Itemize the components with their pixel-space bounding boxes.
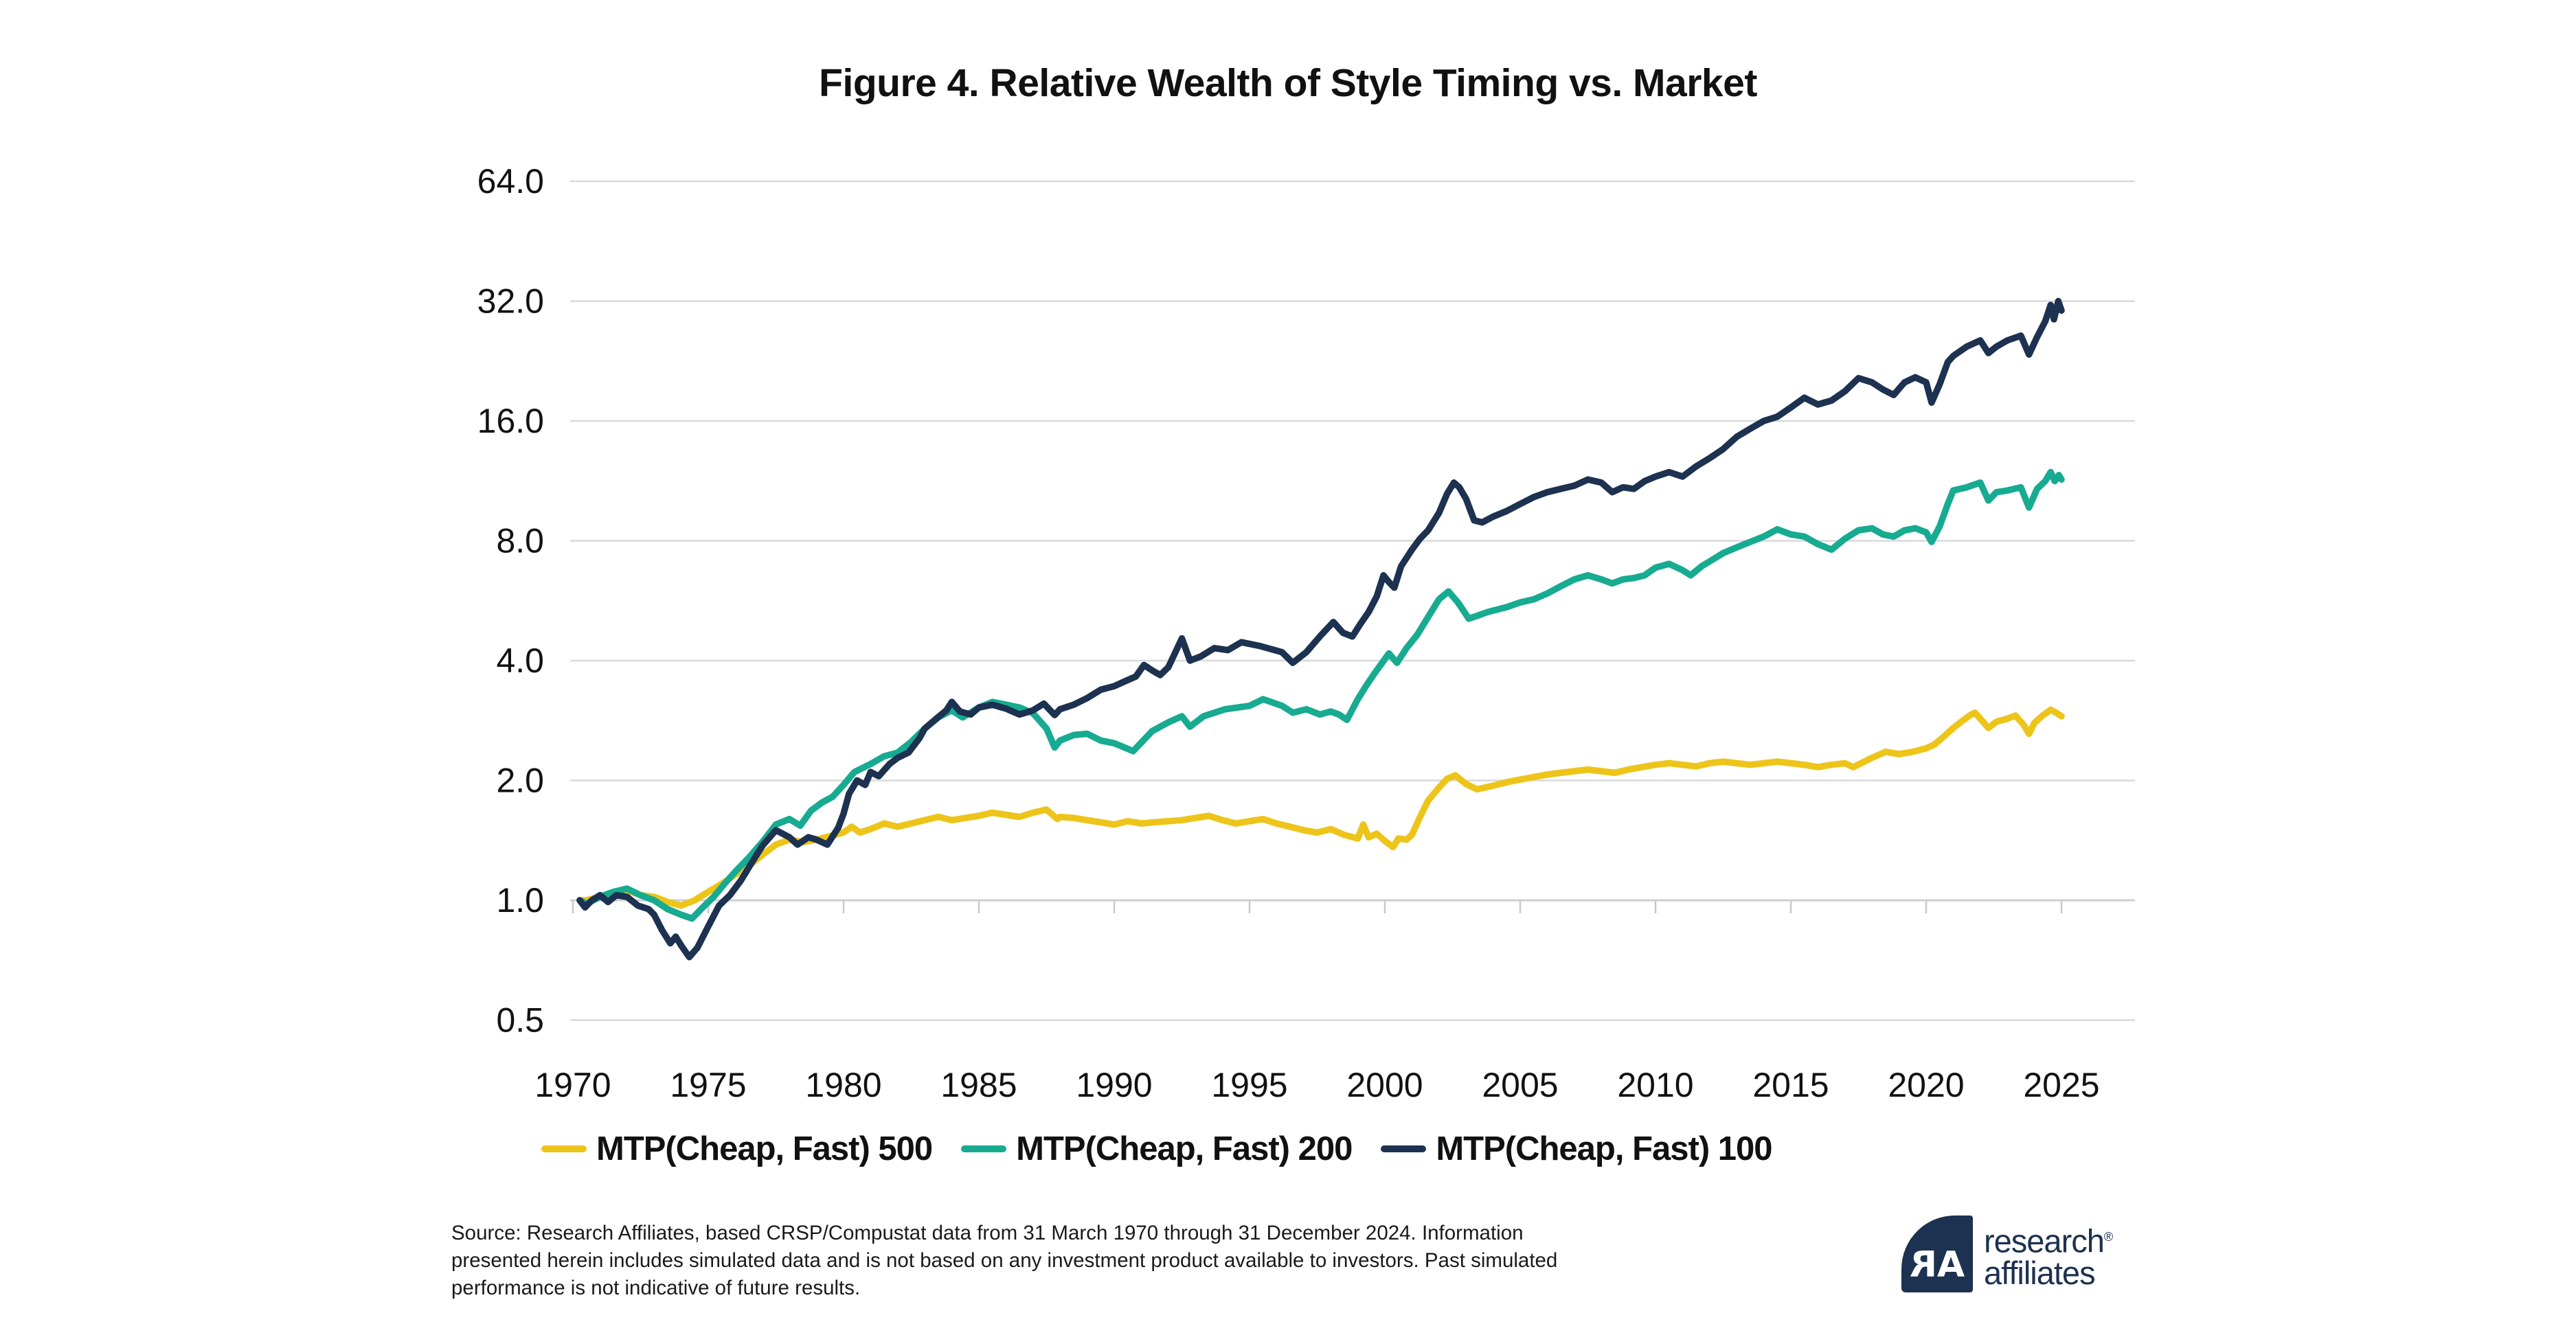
figure-title: Figure 4. Relative Wealth of Style Timin… <box>819 61 1757 105</box>
legend-item-mtp-200: MTP(Cheap, Fast) 200 <box>961 1130 1353 1168</box>
source-line: presented herein includes simulated data… <box>451 1249 1558 1272</box>
source-line: performance is not indicative of future … <box>451 1277 861 1299</box>
source-note: Source: Research Affiliates, based CRSP/… <box>451 1220 1557 1302</box>
legend-item-mtp-100: MTP(Cheap, Fast) 100 <box>1381 1130 1773 1168</box>
legend-dash-icon <box>961 1145 1007 1152</box>
ra-monogram-letters: RA <box>1912 1244 1965 1286</box>
y-tick-label: 16.0 <box>477 402 544 440</box>
y-tick-label: 4.0 <box>496 641 544 680</box>
x-tick-label: 1995 <box>1211 1066 1287 1104</box>
series-line-mtp-cheap-fast-500 <box>576 706 2065 909</box>
x-tick-label: 1970 <box>534 1066 611 1104</box>
x-tick-label: 1990 <box>1076 1066 1152 1104</box>
y-tick-label: 2.0 <box>496 762 544 800</box>
x-tick-label: 2005 <box>1482 1066 1558 1104</box>
x-tick-label: 1985 <box>940 1066 1017 1104</box>
x-tick-label: 2025 <box>2023 1066 2099 1104</box>
logo-word-affiliates: affiliates <box>1984 1254 2096 1291</box>
legend-label: MTP(Cheap, Fast) 100 <box>1436 1130 1772 1167</box>
series-line-mtp-cheap-fast-100 <box>576 297 2065 961</box>
x-tick-label: 2010 <box>1617 1066 1693 1104</box>
source-line: Source: Research Affiliates, based CRSP/… <box>451 1222 1524 1244</box>
ra-monogram-icon: RA <box>1901 1215 1973 1292</box>
y-tick-label: 32.0 <box>477 282 544 321</box>
y-tick-label: 8.0 <box>496 522 544 560</box>
x-tick-label: 2015 <box>1752 1066 1829 1104</box>
registered-trademark-icon: ® <box>2103 1230 2113 1244</box>
legend-dash-icon <box>1381 1145 1427 1152</box>
legend-dash-icon <box>541 1145 587 1152</box>
y-tick-label: 1.0 <box>496 881 544 920</box>
x-tick-label: 2000 <box>1346 1066 1423 1104</box>
logo-word-research: research® <box>1984 1222 2113 1259</box>
y-tick-label: 64.0 <box>477 162 544 201</box>
chart-legend: MTP(Cheap, Fast) 500 MTP(Cheap, Fast) 20… <box>541 1130 1801 1168</box>
logo-wordmark: research® affiliates <box>1984 1221 2113 1291</box>
x-tick-label: 1975 <box>670 1066 746 1104</box>
x-tick-label: 2020 <box>1888 1066 1964 1104</box>
legend-label: MTP(Cheap, Fast) 500 <box>596 1130 933 1167</box>
series-line-mtp-cheap-fast-200 <box>576 468 2065 922</box>
legend-label: MTP(Cheap, Fast) 200 <box>1016 1130 1353 1167</box>
research-affiliates-logo: RA research® affiliates <box>1901 1215 2113 1292</box>
legend-item-mtp-500: MTP(Cheap, Fast) 500 <box>541 1130 933 1168</box>
y-tick-label: 0.5 <box>496 1001 544 1040</box>
x-tick-label: 1980 <box>805 1066 881 1104</box>
